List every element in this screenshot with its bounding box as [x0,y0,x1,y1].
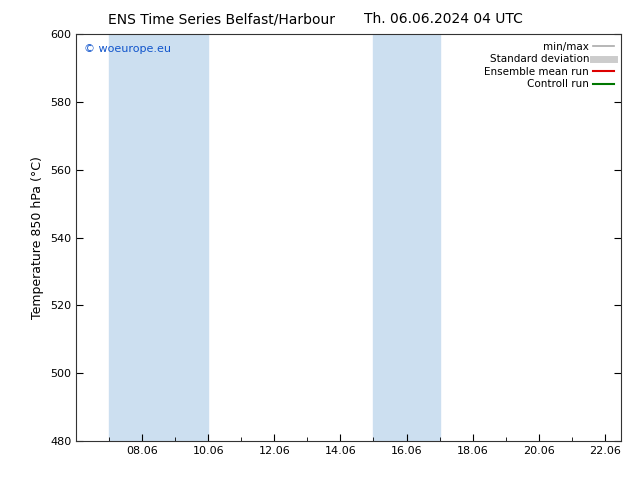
Text: ENS Time Series Belfast/Harbour: ENS Time Series Belfast/Harbour [108,12,335,26]
Legend: min/max, Standard deviation, Ensemble mean run, Controll run: min/max, Standard deviation, Ensemble me… [482,40,616,92]
Bar [373,34,439,441]
Y-axis label: Temperature 850 hPa (°C): Temperature 850 hPa (°C) [32,156,44,319]
Text: Th. 06.06.2024 04 UTC: Th. 06.06.2024 04 UTC [365,12,523,26]
Text: © woeurope.eu: © woeurope.eu [84,45,171,54]
Bar [109,34,208,441]
